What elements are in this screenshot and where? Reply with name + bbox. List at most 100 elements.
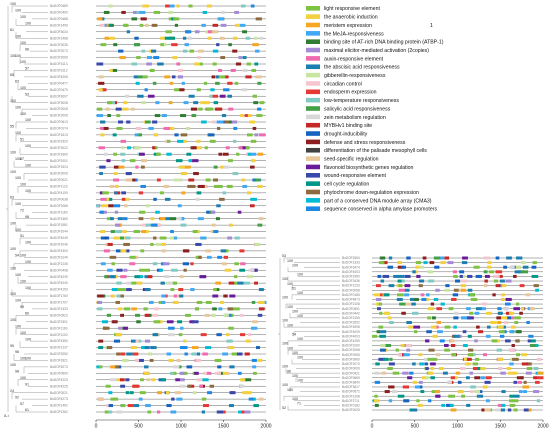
legend-label: salicylic acid responsiveness bbox=[324, 106, 391, 112]
motif-block bbox=[183, 101, 189, 105]
bootstrap-value: 100 bbox=[25, 357, 31, 361]
motif-block bbox=[106, 23, 111, 27]
motif-block bbox=[213, 184, 220, 188]
bootstrap-value: 100 bbox=[10, 247, 16, 251]
motif-block bbox=[187, 36, 193, 40]
motif-block bbox=[452, 270, 457, 274]
motif-block bbox=[121, 191, 126, 195]
motif-block bbox=[113, 172, 118, 176]
motif-block bbox=[164, 197, 171, 201]
motif-block bbox=[113, 236, 120, 240]
gene-label: BoDOF1613 bbox=[50, 133, 68, 137]
bootstrap-value: 100 bbox=[25, 286, 31, 290]
bootstrap-value: 100 bbox=[282, 342, 288, 346]
motif-block bbox=[207, 36, 212, 40]
motif-block bbox=[388, 362, 395, 366]
motif-block bbox=[118, 49, 124, 53]
motif-block bbox=[196, 139, 201, 143]
promoter-row bbox=[96, 333, 266, 337]
motif-block bbox=[513, 307, 520, 311]
motif-block bbox=[491, 339, 498, 343]
motif-block bbox=[474, 390, 481, 394]
motif-block bbox=[134, 255, 139, 259]
gene-label: BoDOF1046 bbox=[50, 243, 68, 247]
motif-block bbox=[241, 410, 247, 414]
motif-block bbox=[159, 268, 163, 272]
motif-block bbox=[232, 49, 238, 53]
motif-block bbox=[533, 390, 540, 394]
gene-label: BoDOF0065 bbox=[342, 353, 360, 357]
legend-swatch bbox=[306, 81, 320, 86]
motif-block bbox=[399, 353, 406, 357]
bootstrap-value: 51 bbox=[20, 234, 24, 238]
motif-block bbox=[425, 339, 430, 343]
legend-swatch bbox=[306, 14, 320, 19]
gene-label: BoDOF3112 bbox=[50, 69, 68, 73]
bootstrap-value: 100 bbox=[15, 228, 21, 232]
gene-label: BoDOF4273 bbox=[50, 397, 68, 401]
motif-block bbox=[250, 4, 255, 8]
gene-label: BoDOF2005 bbox=[50, 114, 68, 118]
motif-block bbox=[229, 365, 235, 369]
motif-block bbox=[147, 352, 153, 356]
motif-block bbox=[115, 230, 122, 234]
motif-block bbox=[251, 68, 256, 72]
motif-block bbox=[224, 75, 229, 79]
motif-block bbox=[194, 62, 200, 66]
motif-block bbox=[131, 62, 138, 66]
promoter-row bbox=[96, 139, 266, 143]
motif-block bbox=[246, 378, 252, 382]
promoter-row bbox=[96, 23, 266, 27]
bootstrap-value: 100 bbox=[292, 374, 298, 378]
gene-label: BoDOF3113 bbox=[50, 62, 68, 66]
motif-block bbox=[454, 376, 458, 380]
motif-block bbox=[212, 120, 216, 124]
legend-label: auxin-responsive element bbox=[324, 56, 384, 62]
motif-block bbox=[404, 274, 411, 278]
gene-label: BoDOF3007 bbox=[50, 94, 68, 98]
bootstrap-value: 100 bbox=[15, 299, 21, 303]
bootstrap-value: 100 bbox=[15, 157, 21, 161]
motif-block bbox=[511, 325, 516, 329]
gene-label: BoDOF3474 bbox=[342, 265, 360, 269]
promoter-row bbox=[372, 261, 543, 265]
motif-block bbox=[475, 274, 482, 278]
motif-block bbox=[387, 367, 393, 371]
legend-label: MYBHv1 binding site bbox=[324, 123, 372, 129]
motif-block bbox=[453, 274, 458, 278]
motif-block bbox=[160, 191, 164, 195]
motif-block bbox=[179, 275, 184, 279]
motif-block bbox=[117, 288, 122, 292]
motif-block bbox=[154, 307, 159, 311]
motif-block bbox=[120, 152, 126, 156]
motif-block bbox=[412, 270, 416, 274]
promoter-row bbox=[96, 36, 266, 40]
motif-block bbox=[195, 358, 202, 362]
motif-block bbox=[380, 344, 386, 348]
motif-block bbox=[99, 172, 103, 176]
bootstrap-value: 100 bbox=[297, 356, 303, 360]
gene-label: BoDOF0185 bbox=[342, 293, 360, 297]
bootstrap-value: 99 bbox=[20, 305, 24, 309]
motif-block bbox=[125, 236, 131, 240]
motif-block bbox=[115, 300, 121, 304]
bootstrap-value: 100 bbox=[20, 41, 26, 45]
bootstrap-value: 100 bbox=[15, 9, 21, 13]
motif-block bbox=[153, 197, 157, 201]
promoter-row bbox=[96, 294, 266, 298]
motif-block bbox=[125, 178, 133, 182]
motif-block bbox=[245, 146, 250, 150]
motif-block bbox=[107, 242, 113, 246]
motif-block bbox=[521, 270, 529, 274]
motif-block bbox=[375, 302, 380, 306]
motif-block bbox=[463, 344, 468, 348]
motif-block bbox=[215, 281, 221, 285]
motif-block bbox=[129, 178, 136, 182]
motif-block bbox=[451, 297, 457, 301]
motif-block bbox=[483, 256, 491, 260]
motif-block bbox=[484, 279, 488, 283]
motif-block bbox=[512, 371, 518, 375]
motif-block bbox=[222, 152, 229, 156]
motif-block bbox=[200, 333, 207, 337]
motif-block bbox=[481, 408, 487, 412]
